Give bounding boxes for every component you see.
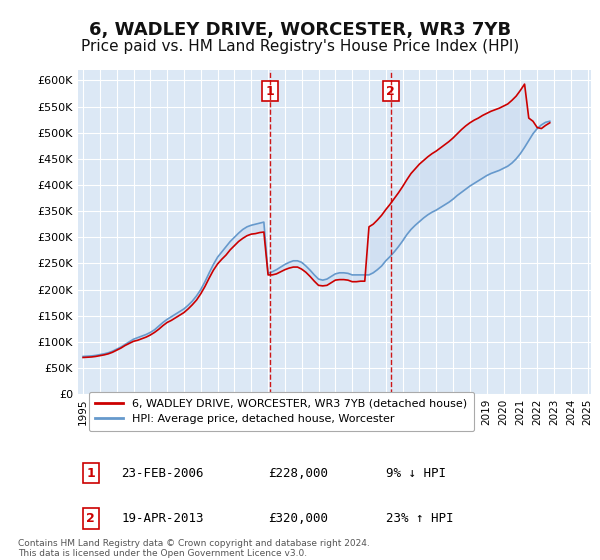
Text: 19-APR-2013: 19-APR-2013 [122,512,204,525]
Text: 23-FEB-2006: 23-FEB-2006 [122,466,204,479]
Text: £228,000: £228,000 [268,466,328,479]
Text: Price paid vs. HM Land Registry's House Price Index (HPI): Price paid vs. HM Land Registry's House … [81,39,519,54]
Text: 1: 1 [86,466,95,479]
Text: Contains HM Land Registry data © Crown copyright and database right 2024.
This d: Contains HM Land Registry data © Crown c… [18,539,370,558]
Text: 2: 2 [386,85,395,97]
Text: 6, WADLEY DRIVE, WORCESTER, WR3 7YB: 6, WADLEY DRIVE, WORCESTER, WR3 7YB [89,21,511,39]
Text: 23% ↑ HPI: 23% ↑ HPI [386,512,454,525]
Text: 1: 1 [266,85,275,97]
Text: 2: 2 [86,512,95,525]
Text: 9% ↓ HPI: 9% ↓ HPI [386,466,446,479]
Legend: 6, WADLEY DRIVE, WORCESTER, WR3 7YB (detached house), HPI: Average price, detach: 6, WADLEY DRIVE, WORCESTER, WR3 7YB (det… [89,392,474,431]
Text: £320,000: £320,000 [268,512,328,525]
